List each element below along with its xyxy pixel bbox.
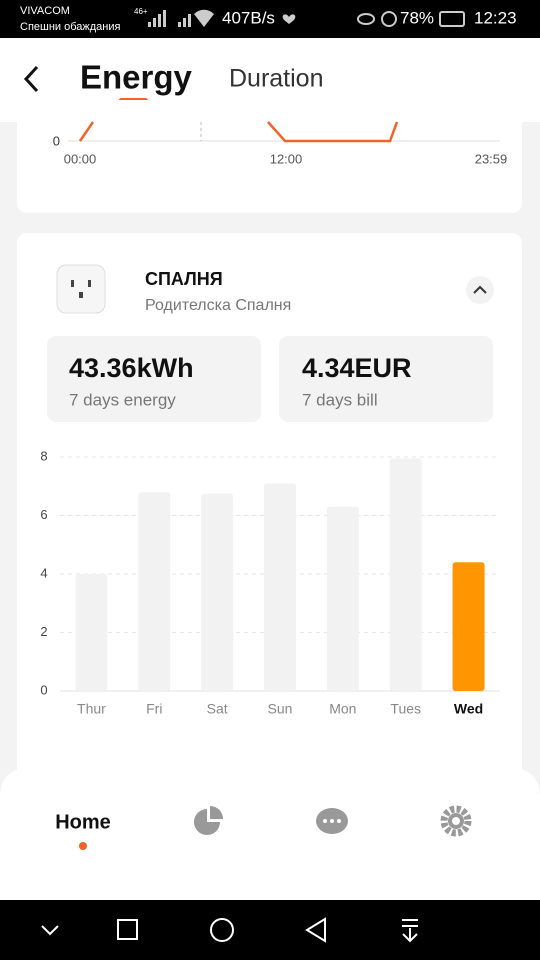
battery: 78% [400, 8, 434, 27]
stat-value: 4.34EUR [302, 353, 412, 383]
bar [326, 506, 359, 691]
status-bar [0, 0, 540, 38]
bar [201, 493, 234, 691]
device-name: СПАЛНЯ [145, 269, 223, 289]
y-tick-label: 2 [40, 624, 47, 639]
nav-dot [79, 842, 87, 850]
system-nav [0, 900, 540, 960]
back-button[interactable] [23, 65, 39, 93]
plug-icon [71, 280, 91, 298]
stat-box [47, 336, 261, 422]
carrier-note: Спешни обаждания [20, 21, 121, 33]
carrier: VIVACOM [20, 5, 70, 17]
y-tick-label: 4 [40, 565, 47, 580]
status-icons [357, 11, 397, 27]
y-tick-label: 0 [40, 682, 47, 697]
x-tick-label: Tues [390, 701, 421, 717]
stat-label: 7 days energy [69, 390, 176, 409]
signal-icons [148, 9, 214, 27]
tab-duration[interactable]: Duration [229, 65, 324, 93]
device-icon [56, 264, 106, 314]
collapse-button[interactable] [466, 276, 494, 304]
stat-value: 43.36kWh [69, 353, 194, 383]
y-label: 0 [53, 133, 60, 148]
system-buttons[interactable] [41, 917, 418, 943]
x-tick-label: Sat [207, 701, 228, 717]
x-tick-label: Wed [454, 701, 483, 717]
bar-chart: 0 2 4 6 8 Thur Fri Sat Sun Mon Tues Wed [40, 448, 500, 717]
daily-line [78, 121, 399, 143]
device-room: Родителска Спалня [145, 297, 291, 314]
bar [264, 483, 296, 691]
network: 46+ [134, 7, 148, 16]
nav-home[interactable]: Home [55, 811, 111, 833]
y-tick-label: 8 [40, 448, 47, 463]
x-label: 00:00 [64, 151, 97, 166]
nav-stats[interactable] [194, 806, 223, 835]
bottom-nav [0, 768, 540, 900]
net-speed: 407B/s [222, 8, 275, 27]
x-label: 23:59 [475, 151, 508, 166]
bar [138, 492, 171, 691]
bar [452, 562, 485, 691]
x-label: 12:00 [270, 151, 303, 166]
clock: 12:23 [474, 8, 517, 27]
bar [389, 458, 422, 691]
battery-icon [439, 11, 465, 27]
x-tick-label: Thur [77, 701, 106, 717]
tab-energy[interactable]: Energy [80, 59, 193, 96]
x-tick-label: Sun [268, 701, 293, 717]
x-tick-label: Fri [146, 701, 162, 717]
collapse-arrow [473, 285, 487, 294]
stat-label: 7 days bill [302, 390, 378, 409]
y-tick-label: 6 [40, 507, 47, 522]
header-fill [0, 100, 540, 122]
heart-icon [282, 14, 296, 24]
nav-settings[interactable] [440, 805, 472, 837]
nav-messages[interactable] [316, 808, 348, 834]
x-tick-label: Mon [329, 701, 356, 717]
bar [75, 574, 108, 691]
stat-box [279, 336, 493, 422]
